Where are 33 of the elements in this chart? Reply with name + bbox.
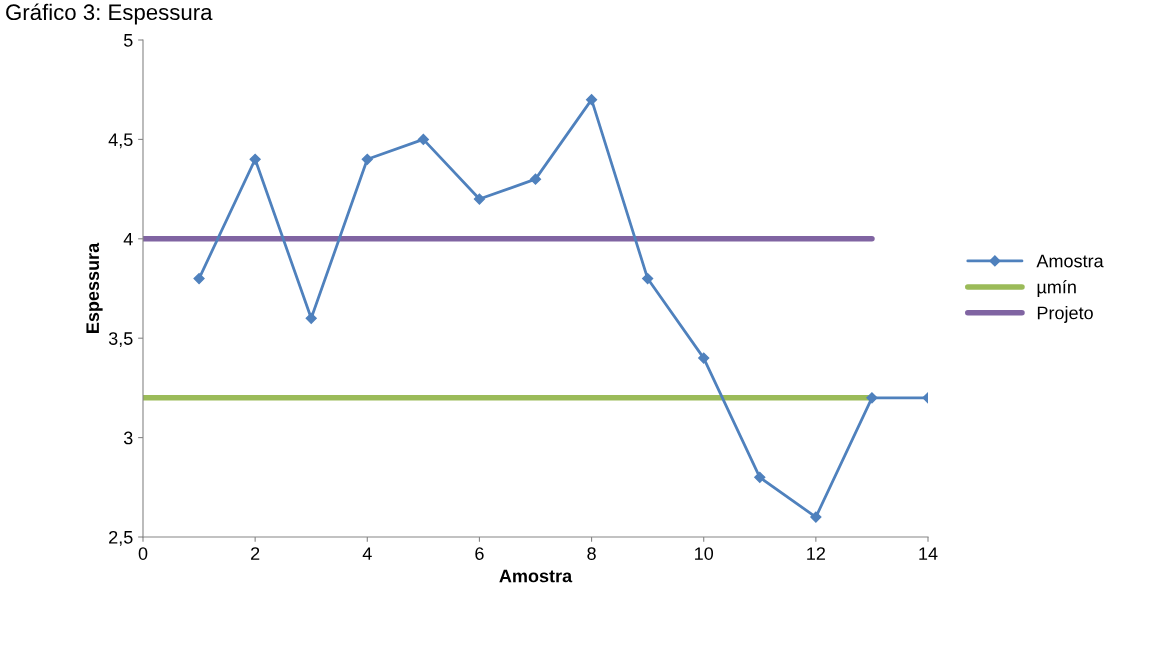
y-tick-label: 5 <box>123 34 133 47</box>
y-tick-label: 4,5 <box>108 133 133 149</box>
point <box>698 352 710 364</box>
point <box>249 153 261 165</box>
x-tick-label: 10 <box>695 547 714 560</box>
chart-title: Gráfico 3: Espessura <box>6 3 213 25</box>
x-tick-label: 0 <box>138 547 148 560</box>
y-tick-label: 2,5 <box>109 530 133 546</box>
point <box>866 392 878 404</box>
point <box>417 133 429 146</box>
legend-label: Amostra <box>1036 254 1104 268</box>
legend-label: Projeto <box>1037 306 1093 323</box>
x-tick-label: 4 <box>362 547 372 560</box>
point <box>810 511 822 523</box>
point <box>473 193 486 205</box>
x-tick-label: 2 <box>251 547 260 560</box>
y-tick-label: 3 <box>123 431 133 445</box>
point <box>305 312 317 324</box>
x-axis-title: Amostra <box>499 569 573 583</box>
point <box>585 94 598 106</box>
x-tick-label: 12 <box>807 547 825 560</box>
point <box>529 173 542 185</box>
point <box>642 272 654 285</box>
y-tick-label: 3,5 <box>108 332 133 348</box>
x-tick-label: 8 <box>587 547 596 560</box>
y-axis-title: Espessura <box>86 242 103 333</box>
point <box>754 471 766 483</box>
x-tick-label: 6 <box>475 547 484 560</box>
x-tick-label: 14 <box>919 547 938 560</box>
y-tick-label: 4 <box>123 232 133 246</box>
point <box>361 153 373 165</box>
point <box>193 272 205 285</box>
legend-label: µmín <box>1037 279 1076 298</box>
